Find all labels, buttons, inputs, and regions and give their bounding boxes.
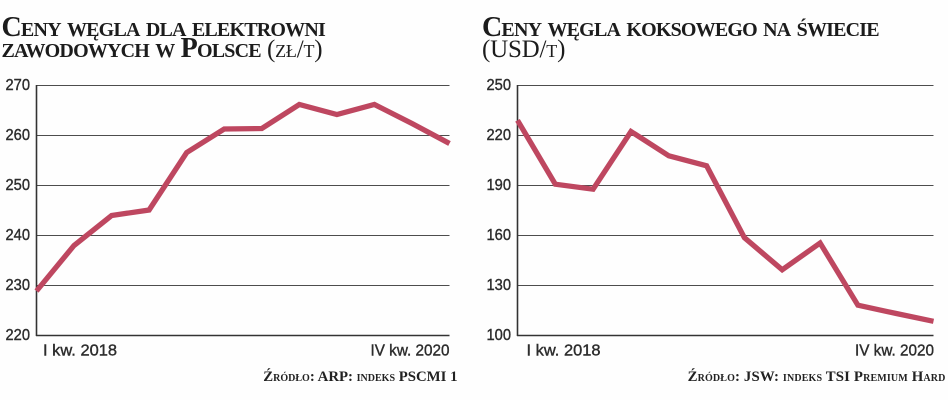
svg-text:130: 130	[487, 277, 512, 294]
svg-text:220: 220	[6, 327, 31, 344]
svg-text:IV kw. 2020: IV kw. 2020	[371, 343, 450, 360]
svg-text:190: 190	[487, 177, 512, 194]
svg-text:100: 100	[487, 327, 512, 344]
svg-text:230: 230	[6, 277, 31, 294]
svg-text:220: 220	[487, 127, 512, 144]
svg-text:I kw. 2018: I kw. 2018	[43, 343, 117, 360]
svg-text:I kw. 2018: I kw. 2018	[527, 343, 601, 360]
svg-text:160: 160	[487, 227, 512, 244]
svg-text:260: 260	[6, 127, 31, 144]
svg-text:240: 240	[6, 227, 31, 244]
svg-text:270: 270	[6, 77, 31, 94]
svg-text:250: 250	[487, 77, 512, 94]
svg-text:IV kw. 2020: IV kw. 2020	[855, 343, 934, 360]
svg-text:250: 250	[6, 177, 31, 194]
